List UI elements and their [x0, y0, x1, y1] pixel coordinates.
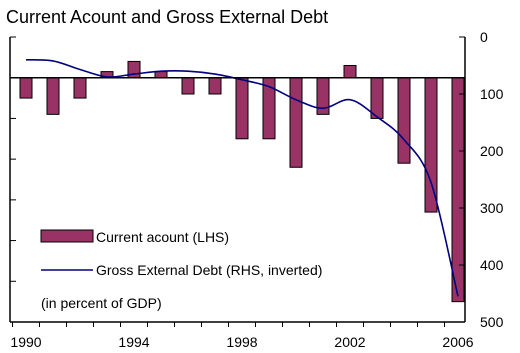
- bar-2000: [289, 77, 303, 168]
- x-tick-label-1990: 1990: [10, 334, 41, 350]
- legend: Current acount (LHS) Gross External Debt…: [40, 229, 322, 311]
- chart-note: (in percent of GDP): [41, 295, 162, 311]
- bar-1995: [154, 71, 168, 79]
- legend-label-debt: Gross External Debt (RHS, inverted): [96, 262, 322, 278]
- bar-1998: [235, 77, 249, 140]
- right-tick-label-500: 500: [480, 314, 504, 330]
- axes: 0 100 200 300 400 500 1990 1994 1998 2002 2006: [9, 29, 504, 350]
- right-tick-label-400: 400: [480, 257, 504, 273]
- x-tick-label-2006: 2006: [442, 334, 473, 350]
- bar-2005: [424, 77, 438, 213]
- legend-label-current-account: Current acount (LHS): [96, 229, 229, 245]
- x-tick-label-1998: 1998: [226, 334, 257, 350]
- x-tick-label-2002: 2002: [334, 334, 365, 350]
- debt-line: [25, 59, 459, 297]
- bar-1997: [208, 77, 222, 95]
- bar-2002: [343, 65, 357, 79]
- right-tick-label-100: 100: [480, 86, 504, 102]
- x-tick-label-1994: 1994: [118, 334, 149, 350]
- plot-area: [19, 59, 465, 303]
- right-tick-label-300: 300: [480, 200, 504, 216]
- bar-2004: [397, 77, 411, 164]
- bar-1996: [181, 77, 195, 95]
- bar-2003: [370, 77, 384, 119]
- bar-1991: [46, 77, 60, 115]
- bar-1990: [19, 77, 33, 99]
- right-tick-label-200: 200: [480, 143, 504, 159]
- bar-2006: [451, 77, 465, 303]
- legend-swatch-current-account: [40, 229, 94, 243]
- right-tick-label-0: 0: [480, 29, 488, 45]
- chart-title: Current Acount and Gross External Debt: [6, 7, 328, 27]
- bar-1992: [73, 77, 87, 99]
